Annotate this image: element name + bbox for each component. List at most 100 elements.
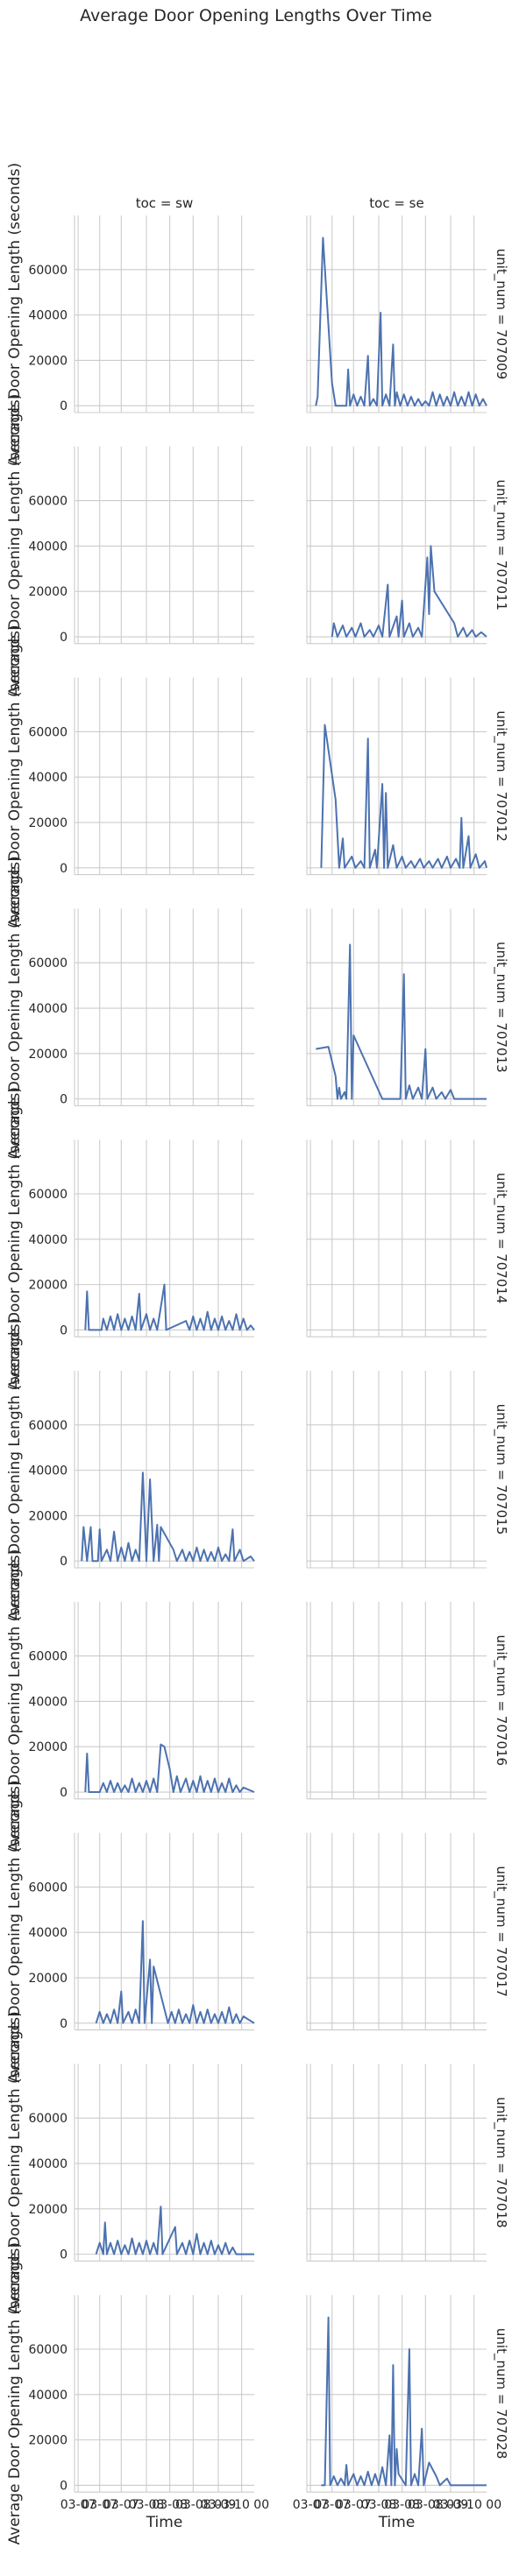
y-tick-label: 60000 [28, 725, 68, 739]
y-tick-label: 20000 [28, 2203, 68, 2217]
y-tick-label: 20000 [28, 585, 68, 599]
y-tick-label: 40000 [28, 1926, 68, 1940]
y-axis-label: Average Door Opening Length (seconds) [6, 163, 24, 465]
y-tick-label: 20000 [28, 1740, 68, 1754]
panel-8-sw: 0 20000 40000 60000 Average Door Opening Len… [6, 2011, 254, 2314]
y-axis-label: Average Door Opening Length (seconds) [6, 1780, 24, 2082]
panel-4-sw: 0 20000 40000 60000 Average Door Opening Len… [6, 1087, 255, 1389]
x-tick-label: 03-08 [129, 2498, 165, 2512]
y-tick-label: 60000 [28, 2343, 68, 2357]
x-tick-label: 03-09 [201, 2498, 237, 2512]
panel-8-se: unit_num = 707018 [306, 2064, 509, 2262]
series-line [315, 236, 487, 407]
y-tick-label: 40000 [28, 1464, 68, 1479]
panel-1-sw: 0 20000 40000 60000 Average Door Opening Len… [6, 394, 254, 696]
series-line [84, 1743, 255, 1793]
y-tick-label: 60000 [28, 1419, 68, 1433]
panel-3-sw: 0 20000 40000 60000 Average Door Opening Len… [6, 856, 254, 1159]
row-title-6: unit_num = 707016 [493, 1635, 509, 1767]
series-line [95, 2205, 254, 2255]
y-tick-label: 0 [60, 1786, 68, 1800]
x-tick-label: 03-08 [384, 2498, 420, 2512]
panel-9-sw: 0 20000 40000 60000 Average Door Opening Len… [6, 2242, 269, 2544]
y-tick-label: 40000 [28, 540, 68, 554]
y-tick-label: 40000 [28, 1002, 68, 1016]
row-title-1: unit_num = 707011 [493, 480, 509, 611]
y-tick-label: 20000 [28, 816, 68, 830]
y-tick-label: 20000 [28, 1972, 68, 1986]
x-tick-label: 03-09 [433, 2498, 469, 2512]
y-tick-label: 20000 [28, 354, 68, 368]
row-title-4: unit_num = 707014 [493, 1173, 509, 1304]
y-tick-label: 0 [60, 1555, 68, 1569]
x-tick-label: 03-08 [175, 2498, 211, 2512]
panel-2-sw: 0 20000 40000 60000 Average Door Opening Len… [6, 625, 254, 928]
panel-4-se: unit_num = 707014 [306, 1140, 509, 1337]
column-title-1: toc = se [369, 195, 423, 211]
panel-0-se: unit_num = 707009 [306, 215, 509, 413]
y-axis-label: Average Door Opening Length (seconds) [6, 2242, 24, 2544]
x-axis-label: Time [378, 2514, 416, 2531]
y-axis-label: Average Door Opening Length (seconds) [6, 856, 24, 1158]
y-tick-label: 60000 [28, 495, 68, 509]
x-tick-label: 03-10 00 [214, 2498, 269, 2512]
panel-7-sw: 0 20000 40000 60000 Average Door Opening Len… [6, 1780, 255, 2083]
y-tick-label: 0 [60, 862, 68, 876]
series-line [84, 1283, 255, 1331]
y-tick-label: 0 [60, 2248, 68, 2262]
x-tick-label: 03-08 [152, 2498, 188, 2512]
facet-grid: toc = sw toc = se 0 20000 40000 60000 Average … [6, 163, 509, 2545]
series-line [81, 1471, 255, 1563]
y-tick-label: 0 [60, 1093, 68, 1107]
row-title-5: unit_num = 707015 [493, 1404, 509, 1535]
row-title-8: unit_num = 707018 [493, 2097, 509, 2228]
row-title-3: unit_num = 707013 [493, 942, 509, 1073]
panel-3-se: unit_num = 707013 [306, 908, 509, 1106]
y-tick-label: 20000 [28, 1509, 68, 1523]
y-axis-label: Average Door Opening Length (seconds) [6, 2011, 24, 2313]
y-axis-label: Average Door Opening Length (seconds) [6, 1087, 24, 1389]
panel-5-se: unit_num = 707015 [306, 1371, 509, 1569]
panel-1-se: unit_num = 707011 [306, 446, 509, 645]
panel-5-sw: 0 20000 40000 60000 Average Door Opening Len… [6, 1318, 255, 1620]
y-tick-label: 60000 [28, 2112, 68, 2126]
y-tick-label: 20000 [28, 1048, 68, 1062]
y-tick-label: 60000 [28, 264, 68, 278]
series-line [316, 943, 487, 1100]
x-tick-label: 03-07 [336, 2498, 372, 2512]
y-tick-label: 60000 [28, 1881, 68, 1895]
y-tick-label: 40000 [28, 2157, 68, 2171]
row-title-7: unit_num = 707017 [493, 1866, 509, 1997]
x-tick-label: 03-07 [293, 2498, 329, 2512]
x-tick-label: 03-08 [408, 2498, 444, 2512]
series-line [95, 1920, 255, 2024]
y-tick-label: 0 [60, 1323, 68, 1337]
panel-6-sw: 0 20000 40000 60000 Average Door Opening Len… [6, 1549, 255, 1852]
y-tick-label: 0 [60, 2017, 68, 2031]
y-tick-label: 40000 [28, 2389, 68, 2403]
y-tick-label: 40000 [28, 309, 68, 323]
x-tick-label: 03-07 [314, 2498, 350, 2512]
y-tick-label: 60000 [28, 1188, 68, 1202]
row-title-9: unit_num = 707028 [493, 2328, 509, 2460]
series-line [320, 723, 487, 869]
y-tick-label: 40000 [28, 1233, 68, 1247]
row-title-2: unit_num = 707012 [493, 710, 509, 842]
x-tick-label: 03-07 [103, 2498, 139, 2512]
x-tick-label: 03-10 00 [446, 2498, 501, 2512]
x-tick-label: 03-07 [60, 2498, 96, 2512]
y-axis-label: Average Door Opening Length (seconds) [6, 394, 24, 696]
y-tick-label: 0 [60, 2479, 68, 2493]
y-tick-label: 0 [60, 399, 68, 413]
y-tick-label: 20000 [28, 2434, 68, 2448]
chart-title: Average Door Opening Lengths Over Time [80, 6, 432, 25]
panel-2-se: unit_num = 707012 [306, 677, 509, 876]
panel-7-se: unit_num = 707017 [306, 1832, 509, 2031]
y-tick-label: 40000 [28, 1695, 68, 1709]
panel-9-se: unit_num = 70702803-0703-0703-0703-0803-… [293, 2295, 509, 2531]
x-tick-label: 03-08 [361, 2498, 397, 2512]
y-tick-label: 60000 [28, 1650, 68, 1664]
y-axis-label: Average Door Opening Length (seconds) [6, 625, 24, 927]
y-tick-label: 60000 [28, 956, 68, 970]
